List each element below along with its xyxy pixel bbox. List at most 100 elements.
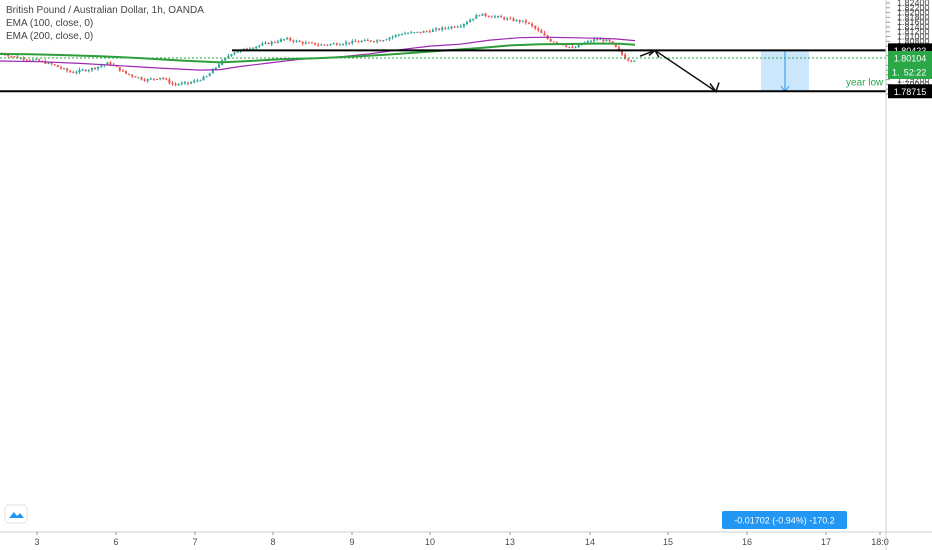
candle-body	[608, 39, 611, 42]
candle-body	[596, 39, 599, 41]
candle-body	[56, 65, 59, 68]
candle-body	[25, 59, 28, 61]
candle-body	[38, 59, 41, 62]
candle-body	[292, 40, 295, 42]
candle-body	[22, 58, 25, 60]
candle-body	[450, 26, 453, 29]
candle-body	[295, 40, 298, 42]
candle-body	[633, 60, 636, 62]
candle-body	[565, 45, 568, 47]
candle-body	[590, 41, 592, 43]
candle-body	[10, 56, 13, 58]
candle-body	[329, 43, 332, 45]
price-tick-label: 1.82000	[897, 8, 930, 18]
price-tick-label: 1.81400	[897, 22, 930, 32]
candles-layer	[1, 12, 636, 87]
candle-body	[140, 77, 143, 80]
candle-body	[276, 41, 279, 43]
candle-body	[524, 20, 527, 23]
candle-body	[512, 18, 515, 21]
candle-body	[100, 65, 103, 67]
candle-body	[174, 84, 177, 86]
candle-body	[503, 17, 506, 20]
candle-body	[400, 34, 403, 36]
candle-body	[286, 38, 289, 40]
candle-body	[515, 19, 518, 21]
candle-body	[326, 44, 329, 46]
candle-body	[490, 16, 493, 18]
candle-body	[118, 66, 121, 71]
candle-body	[466, 22, 468, 24]
candle-body	[456, 26, 459, 28]
candle-body	[354, 40, 357, 42]
tradingview-logo-icon	[9, 512, 24, 518]
arrows-layer	[639, 49, 720, 94]
candle-body	[373, 41, 375, 43]
candle-body	[59, 67, 62, 69]
candle-body	[599, 39, 602, 41]
candle-body	[35, 59, 38, 61]
price-tick-label: 1.81000	[897, 32, 930, 42]
candle-body	[69, 70, 72, 73]
candle-body	[50, 62, 53, 65]
price-tick-label: 1.81200	[897, 27, 930, 37]
candle-body	[481, 13, 484, 16]
current-price-clipped: 1.	[892, 67, 900, 77]
candle-body	[190, 82, 193, 84]
candle-body	[255, 46, 258, 49]
candle-body	[475, 15, 478, 19]
candle-body	[193, 80, 196, 83]
candle-body	[617, 47, 620, 50]
candle-body	[552, 41, 555, 43]
time-tick-label: 8	[270, 537, 275, 547]
candle-body	[28, 60, 31, 62]
candle-body	[441, 27, 444, 30]
candle-body	[444, 27, 447, 29]
candle-body	[363, 40, 366, 42]
time-tick-label: 16	[742, 537, 752, 547]
candle-body	[534, 25, 537, 29]
candle-body	[97, 66, 100, 69]
candle-body	[528, 22, 530, 24]
candle-body	[317, 44, 320, 46]
candle-body	[146, 79, 149, 81]
candle-body	[63, 68, 65, 70]
candle-body	[258, 45, 261, 47]
candle-body	[196, 80, 199, 82]
candle-body	[376, 40, 379, 42]
candle-body	[462, 23, 465, 27]
candle-body	[236, 51, 239, 53]
candle-body	[214, 67, 217, 70]
candle-body	[586, 41, 589, 43]
current-price-tag-bg	[888, 50, 932, 65]
candle-body	[301, 41, 304, 44]
candle-body	[304, 42, 307, 44]
candle-body	[75, 72, 78, 74]
candle-body	[273, 41, 276, 43]
candle-body	[149, 78, 152, 80]
candle-body	[345, 42, 348, 45]
candle-body	[407, 33, 410, 35]
candle-body	[543, 33, 546, 36]
candle-body	[81, 69, 84, 71]
time-tick-label: 3	[34, 537, 39, 547]
candle-body	[242, 48, 245, 50]
candle-body	[518, 19, 521, 22]
candle-body	[298, 40, 301, 42]
projection-label-box	[722, 511, 847, 529]
candle-body	[431, 29, 434, 32]
candle-body	[311, 42, 313, 44]
projection-layer: -0.01702 (-0.94%) -170.2	[722, 50, 847, 529]
candle-body	[115, 65, 118, 67]
candle-body	[404, 33, 406, 35]
trade-path	[639, 49, 717, 93]
candle-body	[94, 67, 96, 69]
candle-body	[280, 39, 282, 42]
candle-body	[187, 82, 189, 84]
candle-body	[419, 31, 422, 33]
candle-body	[13, 56, 16, 58]
candle-body	[249, 48, 251, 50]
